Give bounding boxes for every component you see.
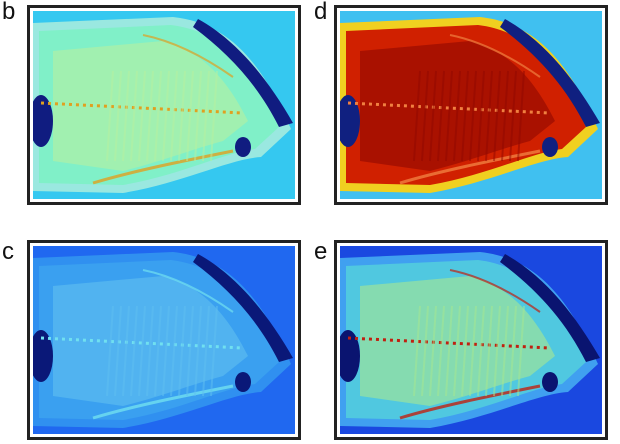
image-region bbox=[509, 70, 517, 162]
image-region bbox=[106, 70, 114, 162]
image-region bbox=[453, 70, 461, 162]
image-region bbox=[399, 384, 541, 420]
image-region bbox=[445, 305, 453, 397]
image-region bbox=[194, 70, 202, 162]
image-region bbox=[170, 70, 178, 162]
image-region bbox=[493, 70, 501, 162]
image-region bbox=[453, 305, 461, 397]
image-region bbox=[114, 70, 122, 162]
image-region bbox=[542, 372, 558, 392]
heatmap bbox=[33, 246, 295, 434]
heatmap bbox=[33, 11, 295, 199]
image-region bbox=[235, 372, 251, 392]
panel-image bbox=[334, 5, 608, 205]
image-region bbox=[138, 70, 146, 162]
image-region bbox=[154, 70, 162, 162]
image-region bbox=[193, 254, 293, 362]
image-region bbox=[429, 70, 437, 162]
image-region bbox=[340, 95, 360, 147]
image-region bbox=[501, 70, 509, 162]
panel-label: b bbox=[2, 0, 16, 25]
image-region bbox=[186, 305, 194, 397]
image-region bbox=[235, 137, 251, 157]
image-region bbox=[92, 384, 234, 420]
image-region bbox=[445, 70, 453, 162]
panel-label: c bbox=[2, 238, 14, 265]
image-region bbox=[178, 305, 186, 397]
image-region bbox=[413, 305, 421, 397]
image-region bbox=[138, 305, 146, 397]
image-region bbox=[509, 305, 517, 397]
image-region bbox=[130, 305, 138, 397]
image-region bbox=[162, 305, 170, 397]
image-region bbox=[413, 70, 421, 162]
image-region bbox=[186, 70, 194, 162]
image-region bbox=[106, 305, 114, 397]
image-region bbox=[500, 19, 600, 127]
image-region bbox=[210, 305, 218, 397]
image-region bbox=[485, 70, 493, 162]
image-region bbox=[485, 305, 493, 397]
image-region bbox=[340, 330, 360, 382]
image-region bbox=[170, 305, 178, 397]
image-region bbox=[437, 70, 445, 162]
image-region bbox=[178, 70, 186, 162]
image-region bbox=[461, 305, 469, 397]
panel-image bbox=[27, 240, 301, 440]
image-region bbox=[162, 70, 170, 162]
image-region bbox=[421, 70, 429, 162]
image-region bbox=[347, 101, 551, 115]
image-region bbox=[122, 70, 130, 162]
image-region bbox=[154, 305, 162, 397]
image-region bbox=[501, 305, 509, 397]
image-region bbox=[469, 305, 477, 397]
panel-label: d bbox=[314, 0, 328, 25]
image-region bbox=[40, 336, 244, 350]
image-region bbox=[193, 19, 293, 127]
image-region bbox=[542, 137, 558, 157]
image-region bbox=[114, 305, 122, 397]
image-region bbox=[142, 34, 234, 78]
image-region bbox=[122, 305, 130, 397]
heatmap bbox=[340, 11, 602, 199]
image-region bbox=[469, 70, 477, 162]
image-region bbox=[202, 305, 210, 397]
image-region bbox=[477, 305, 485, 397]
image-region bbox=[202, 70, 210, 162]
image-region bbox=[33, 95, 53, 147]
image-region bbox=[146, 70, 154, 162]
heatmap bbox=[340, 246, 602, 434]
image-region bbox=[500, 254, 600, 362]
image-region bbox=[130, 70, 138, 162]
image-region bbox=[461, 70, 469, 162]
image-region bbox=[493, 305, 501, 397]
image-region bbox=[142, 269, 234, 313]
image-region bbox=[92, 149, 234, 185]
image-region bbox=[146, 305, 154, 397]
image-region bbox=[449, 269, 541, 313]
panel-label: e bbox=[314, 238, 328, 265]
image-region bbox=[421, 305, 429, 397]
image-region bbox=[194, 305, 202, 397]
image-region bbox=[449, 34, 541, 78]
image-region bbox=[437, 305, 445, 397]
panel-image bbox=[27, 5, 301, 205]
image-region bbox=[40, 101, 244, 115]
image-region bbox=[210, 70, 218, 162]
image-region bbox=[477, 70, 485, 162]
image-region bbox=[517, 70, 525, 162]
panel-image bbox=[334, 240, 608, 440]
image-region bbox=[517, 305, 525, 397]
image-region bbox=[399, 149, 541, 185]
image-region bbox=[429, 305, 437, 397]
image-region bbox=[33, 330, 53, 382]
image-region bbox=[347, 336, 551, 350]
